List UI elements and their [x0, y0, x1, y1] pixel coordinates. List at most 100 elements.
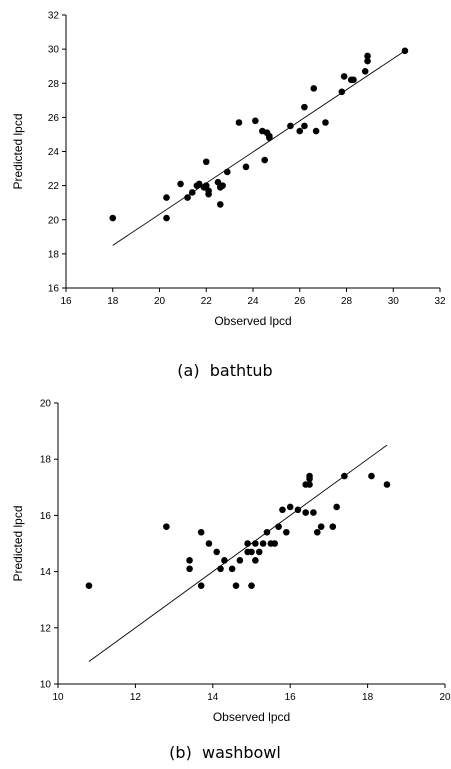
y-tick-label: 20 — [48, 215, 60, 226]
x-tick-label: 32 — [434, 296, 446, 307]
data-point — [202, 182, 210, 189]
data-point — [214, 178, 222, 186]
y-tick-label: 26 — [48, 113, 60, 124]
y-tick-label: 32 — [48, 11, 60, 22]
data-point — [163, 523, 170, 530]
chart-b: 10 12 14 16 18 20 10 12 14 16 18 20 Observed lpcd Pre… — [11, 399, 451, 763]
data-point — [248, 582, 255, 589]
y-tick-label: 28 — [48, 79, 60, 90]
x-tick-label: 18 — [107, 296, 119, 307]
data-point — [287, 122, 294, 130]
data-point — [221, 557, 228, 564]
x-axis-title: Observed lpcd — [213, 710, 290, 724]
data-point — [213, 548, 220, 556]
data-point — [368, 472, 375, 480]
y-axis-title: Predicted lpcd — [11, 113, 25, 189]
data-point — [310, 85, 318, 92]
x-tick-label: 20 — [439, 692, 451, 703]
x-tick-label: 16 — [60, 296, 72, 307]
y-tick-label: 16 — [48, 284, 60, 295]
chart-a: 16 18 20 22 24 26 28 30 32 16 18 20 22 24 26 28 30 32 Obse… — [11, 11, 446, 381]
y-tick-label: 24 — [48, 147, 60, 158]
data-point — [235, 119, 243, 126]
data-point — [401, 47, 409, 55]
figure-caption: (b) washbowl — [169, 743, 281, 762]
data-point — [184, 194, 191, 201]
x-tick-label: 26 — [294, 296, 306, 307]
data-point — [275, 523, 282, 530]
data-point — [163, 194, 170, 201]
x-tick-label: 10 — [52, 692, 64, 703]
y-tick-label: 10 — [40, 680, 52, 691]
data-point — [177, 180, 184, 188]
data-point — [306, 472, 313, 480]
regression-line — [112, 50, 406, 246]
x-tick-label: 30 — [388, 296, 400, 307]
data-point — [261, 156, 268, 164]
y-tick-label: 12 — [40, 623, 52, 634]
y-tick-label: 18 — [48, 249, 60, 260]
data-point — [255, 548, 263, 556]
data-point — [338, 88, 346, 96]
data-point — [294, 506, 302, 514]
data-point — [341, 472, 348, 480]
data-point — [188, 189, 196, 196]
x-tick-label: 28 — [341, 296, 353, 307]
data-point — [317, 523, 325, 530]
x-tick-label: 18 — [362, 692, 374, 703]
data-point — [163, 214, 170, 222]
data-point — [197, 528, 205, 536]
x-tick-label: 24 — [247, 296, 259, 307]
data-point — [271, 540, 279, 547]
data-point — [301, 103, 308, 111]
data-point — [296, 127, 304, 135]
data-point — [329, 523, 337, 530]
y-tick-label: 20 — [40, 399, 52, 410]
data-point — [244, 540, 251, 547]
data-point — [252, 557, 259, 564]
data-point — [306, 481, 313, 488]
data-point — [302, 509, 309, 516]
figure-caption: (a) bathtub — [177, 361, 272, 380]
y-axis-title: Predicted lpcd — [11, 505, 25, 581]
data-point — [340, 73, 348, 80]
data-point — [202, 158, 210, 166]
data-point — [109, 214, 117, 222]
data-point — [259, 540, 267, 547]
data-point — [279, 506, 286, 514]
data-point — [263, 528, 271, 536]
data-point — [186, 557, 193, 564]
data-point — [364, 57, 371, 65]
data-point — [322, 119, 329, 126]
y-tick-label: 14 — [40, 567, 52, 578]
regression-line — [88, 444, 388, 662]
data-point — [310, 509, 317, 516]
data-point — [313, 528, 321, 536]
data-point — [205, 190, 212, 198]
data-point — [197, 582, 205, 589]
y-tick-label: 16 — [40, 511, 52, 522]
data-point — [312, 127, 320, 135]
data-point — [286, 503, 294, 511]
y-tick-label: 22 — [48, 181, 60, 192]
data-point — [361, 68, 369, 75]
data-point — [364, 52, 371, 60]
x-axis-title: Observed lpcd — [214, 314, 291, 328]
data-point — [186, 565, 193, 573]
data-point — [301, 122, 308, 130]
data-point — [223, 168, 231, 176]
data-point — [350, 76, 357, 84]
y-tick-label: 18 — [40, 455, 52, 466]
data-point — [219, 182, 226, 189]
data-point — [266, 134, 273, 142]
y-tick-label: 30 — [48, 45, 60, 56]
x-tick-label: 22 — [201, 296, 213, 307]
data-point — [232, 582, 240, 589]
data-point — [195, 180, 203, 188]
data-point — [252, 540, 259, 547]
data-point — [236, 557, 244, 564]
data-point — [217, 565, 224, 573]
x-tick-label: 14 — [207, 692, 219, 703]
data-point — [85, 582, 93, 589]
